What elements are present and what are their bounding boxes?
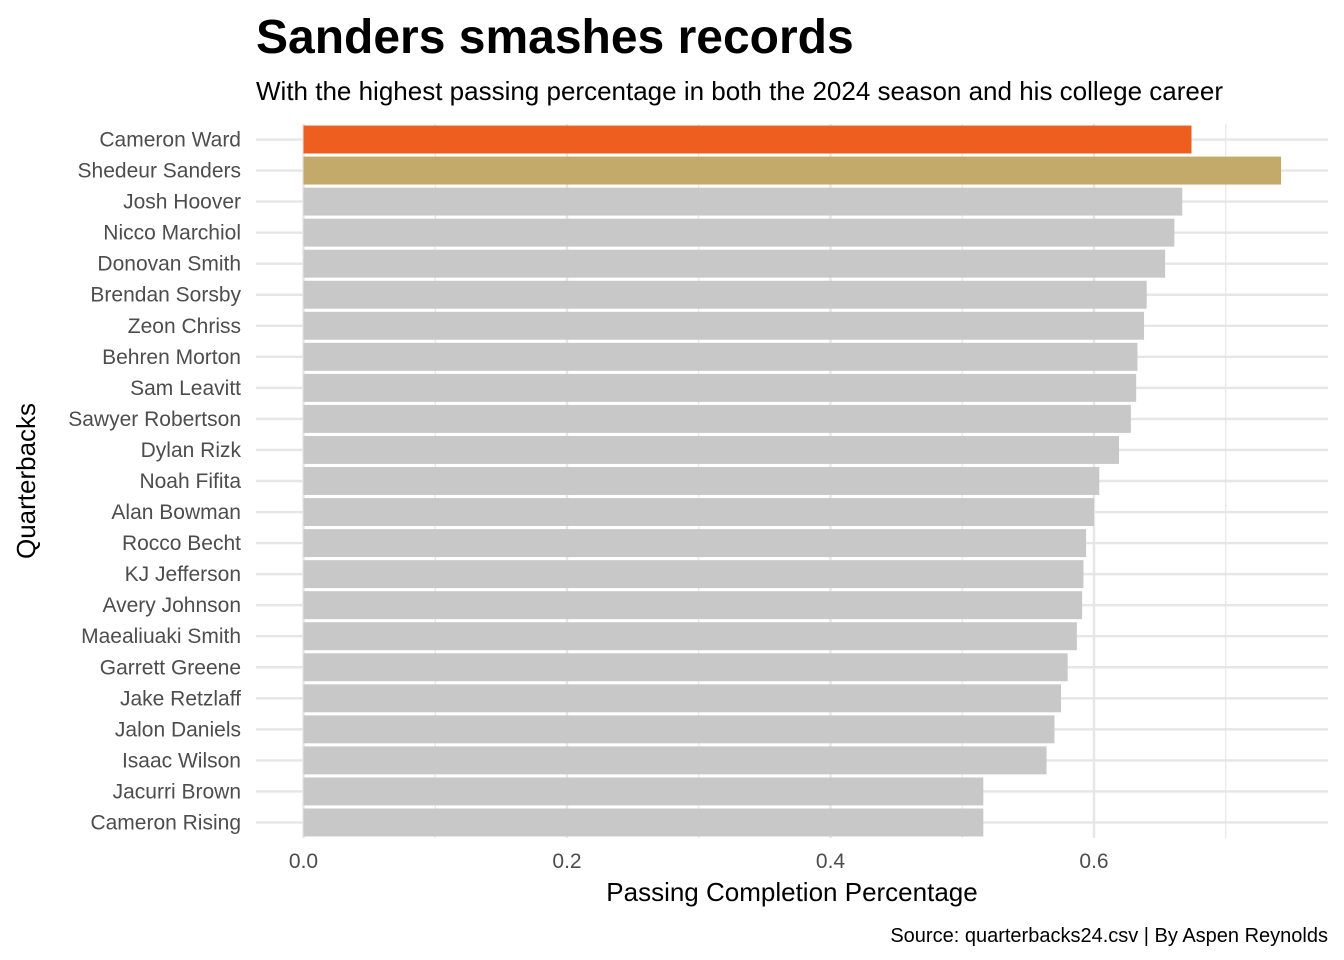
y-tick-labels: Cameron Ward Shedeur Sanders Josh Hoover Ni… [68, 129, 241, 835]
bar [303, 529, 1087, 558]
x-tick-labels: 0.0 0.2 0.4 0.6 [289, 850, 1109, 873]
x-axis-label: Passing Completion Percentage [606, 877, 977, 907]
bar [303, 156, 1282, 185]
bar [303, 435, 1120, 464]
y-tick-label: Sawyer Robertson [68, 408, 241, 431]
bars [303, 125, 1282, 837]
bar [303, 498, 1094, 527]
y-tick-label: Isaac Wilson [122, 749, 241, 772]
x-tick-label: 0.0 [289, 850, 318, 873]
x-tick-label: 0.4 [816, 850, 846, 873]
bar [303, 684, 1062, 713]
y-tick-label: Rocco Becht [122, 532, 241, 555]
y-tick-label: Donovan Smith [97, 253, 241, 276]
bar [303, 808, 984, 837]
y-tick-label: Cameron Rising [90, 811, 241, 834]
y-tick-label: Maealiuaki Smith [81, 625, 241, 648]
bar [303, 373, 1137, 402]
y-tick-label: Avery Johnson [102, 594, 241, 617]
y-tick-label: Josh Hoover [123, 191, 241, 214]
bar [303, 746, 1047, 775]
chart-subtitle: With the highest passing percentage in b… [256, 76, 1223, 106]
bar [303, 404, 1131, 433]
y-tick-label: Shedeur Sanders [78, 160, 241, 183]
y-tick-label: KJ Jefferson [125, 563, 241, 586]
chart-title: Sanders smashes records [256, 11, 854, 64]
bar [303, 342, 1138, 371]
bar [303, 777, 984, 806]
y-tick-label: Jake Retzlaff [120, 687, 241, 710]
bar [303, 467, 1100, 495]
chart-caption: Source: quarterbacks24.csv | By Aspen Re… [890, 925, 1328, 947]
bar [303, 125, 1192, 154]
bar [303, 715, 1055, 744]
y-tick-label: Cameron Ward [99, 129, 241, 152]
x-tick-label: 0.6 [1079, 850, 1108, 873]
y-tick-label: Alan Bowman [111, 501, 241, 524]
y-tick-label: Dylan Rizk [141, 439, 242, 462]
y-tick-label: Jacurri Brown [113, 780, 241, 803]
bar [303, 622, 1077, 651]
bar [303, 653, 1068, 682]
y-tick-label: Noah Fifita [139, 470, 241, 493]
y-tick-label: Nicco Marchiol [103, 222, 241, 245]
bar [303, 187, 1183, 216]
y-tick-label: Garrett Greene [100, 656, 241, 679]
bar [303, 560, 1084, 589]
bar [303, 311, 1145, 340]
bar [303, 218, 1175, 247]
y-tick-label: Jalon Daniels [115, 718, 241, 741]
y-tick-label: Zeon Chriss [128, 315, 241, 338]
y-tick-label: Behren Morton [102, 346, 241, 369]
bar [303, 591, 1083, 620]
y-axis-label: Quarterbacks [11, 403, 41, 559]
bar [303, 249, 1166, 278]
y-tick-label: Brendan Sorsby [90, 284, 241, 307]
bar [303, 280, 1147, 309]
x-tick-label: 0.2 [552, 850, 581, 873]
y-tick-label: Sam Leavitt [130, 377, 241, 400]
